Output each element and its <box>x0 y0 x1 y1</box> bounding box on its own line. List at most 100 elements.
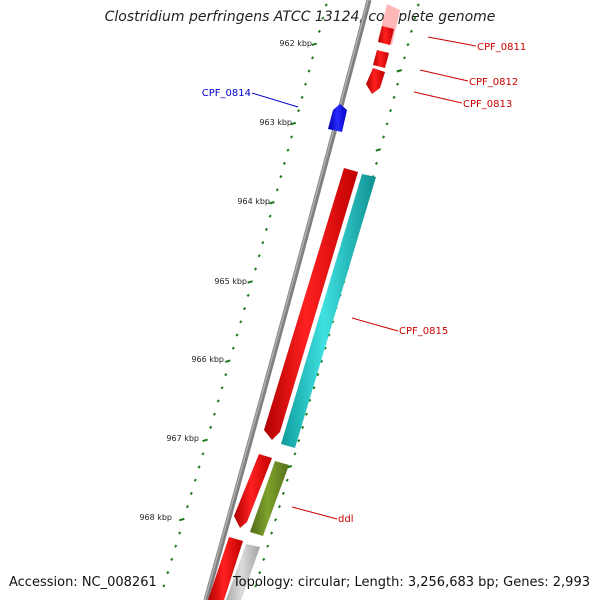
gene-red-large-arrow[interactable] <box>264 168 358 440</box>
major-tick <box>396 69 403 73</box>
minor-tick <box>201 452 205 456</box>
minor-tick <box>235 333 239 337</box>
leader-cpf0813 <box>413 91 463 104</box>
gene-cpf0813-arrow[interactable] <box>366 68 385 94</box>
major-tick <box>179 517 185 522</box>
minor-tick <box>254 584 258 588</box>
gene-label-cpf0815[interactable]: CPF_0815 <box>399 326 448 337</box>
minor-tick <box>220 386 224 390</box>
minor-tick <box>268 214 272 218</box>
gene-cpf0812-arrow[interactable] <box>373 50 389 68</box>
topology-label: Topology: circular; Length: 3,256,683 bp… <box>232 575 590 590</box>
minor-tick <box>253 267 258 271</box>
leader-cpf0814 <box>251 92 299 108</box>
minor-tick <box>275 188 279 192</box>
major-tick <box>375 148 382 152</box>
gene-label-cpf0812[interactable]: CPF_0812 <box>469 77 518 88</box>
gene-label-cpf0813[interactable]: CPF_0813 <box>463 99 512 110</box>
tick-label-962: 962 kbp <box>279 39 312 48</box>
leader-cpf0811 <box>427 36 477 47</box>
minor-tick <box>242 307 247 311</box>
major-tick <box>290 121 297 126</box>
minor-tick <box>170 557 174 562</box>
minor-tick <box>209 425 213 429</box>
minor-tick <box>285 478 289 482</box>
minor-tick <box>231 346 235 350</box>
tick-label-963: 963 kbp <box>259 118 292 127</box>
minor-tick <box>246 293 250 297</box>
minor-tick <box>289 135 294 139</box>
minor-tick <box>197 465 201 469</box>
minor-tick <box>321 16 325 20</box>
gene-label-cpf0814[interactable]: CPF_0814 <box>202 88 251 99</box>
tick-label-966: 966 kbp <box>191 355 224 364</box>
gene-grey-bottom-arrow[interactable] <box>226 544 260 600</box>
minor-tick <box>261 241 265 245</box>
minor-tick <box>392 95 396 100</box>
minor-tick <box>193 478 197 482</box>
genome-backbone <box>203 0 372 600</box>
minor-tick <box>297 108 301 113</box>
gene-cpf0811-arrow-upper[interactable] <box>378 26 394 45</box>
minor-tick <box>402 56 407 60</box>
minor-tick <box>293 452 297 456</box>
gene-label-cpf0811[interactable]: CPF_0811 <box>477 42 526 53</box>
minor-tick <box>166 570 170 575</box>
minor-tick <box>262 557 266 562</box>
minor-tick <box>239 320 243 324</box>
minor-tick <box>270 531 274 535</box>
minor-tick <box>381 135 386 139</box>
minor-tick <box>258 570 262 575</box>
minor-tick <box>279 175 283 179</box>
major-tick <box>247 280 253 284</box>
minor-tick <box>282 161 286 165</box>
minor-tick <box>212 412 216 416</box>
minor-tick <box>409 29 413 34</box>
minor-tick <box>396 82 400 86</box>
minor-tick <box>178 531 182 535</box>
minor-tick <box>286 148 290 152</box>
minor-tick <box>307 69 311 73</box>
gene-red-bottom-arrow[interactable] <box>208 537 243 600</box>
tick-label-965: 965 kbp <box>214 277 247 286</box>
minor-tick <box>385 122 389 126</box>
major-tick <box>225 359 231 363</box>
gene-cpf0814-arrow[interactable] <box>328 104 347 132</box>
tick-label-967: 967 kbp <box>166 434 199 443</box>
minor-tick <box>406 42 410 47</box>
minor-tick <box>389 108 393 113</box>
leader-cpf0815 <box>351 317 399 332</box>
minor-tick <box>162 584 166 588</box>
minor-tick <box>185 505 190 509</box>
minor-tick <box>324 3 328 7</box>
minor-tick <box>301 425 305 429</box>
tick-label-964: 964 kbp <box>237 197 270 206</box>
gene-label-ddl[interactable]: ddl <box>338 514 353 525</box>
minor-tick <box>304 82 308 86</box>
minor-tick <box>257 254 261 258</box>
gene-cpf0815-arrow[interactable] <box>281 174 376 448</box>
minor-tick <box>312 386 316 390</box>
tick-label-968: 968 kbp <box>139 513 172 522</box>
major-tick <box>311 42 317 47</box>
major-tick <box>269 201 275 205</box>
gene-ddl-arrow[interactable] <box>250 461 289 536</box>
tick-track-inner <box>162 3 328 588</box>
minor-tick <box>310 56 315 60</box>
minor-tick <box>297 439 301 443</box>
minor-tick <box>317 29 321 34</box>
genome-backbone-highlight <box>204 0 369 600</box>
leader-ddl <box>291 506 338 520</box>
leader-cpf0812 <box>419 69 469 82</box>
minor-tick <box>216 399 220 403</box>
minor-tick <box>281 491 285 495</box>
minor-tick <box>300 95 304 100</box>
gene-red-mid-arrow[interactable] <box>234 454 272 528</box>
minor-tick <box>266 544 270 548</box>
minor-tick <box>224 373 228 377</box>
minor-tick <box>323 346 327 350</box>
minor-tick <box>320 359 324 363</box>
minor-tick <box>304 412 308 416</box>
minor-tick <box>264 227 269 231</box>
